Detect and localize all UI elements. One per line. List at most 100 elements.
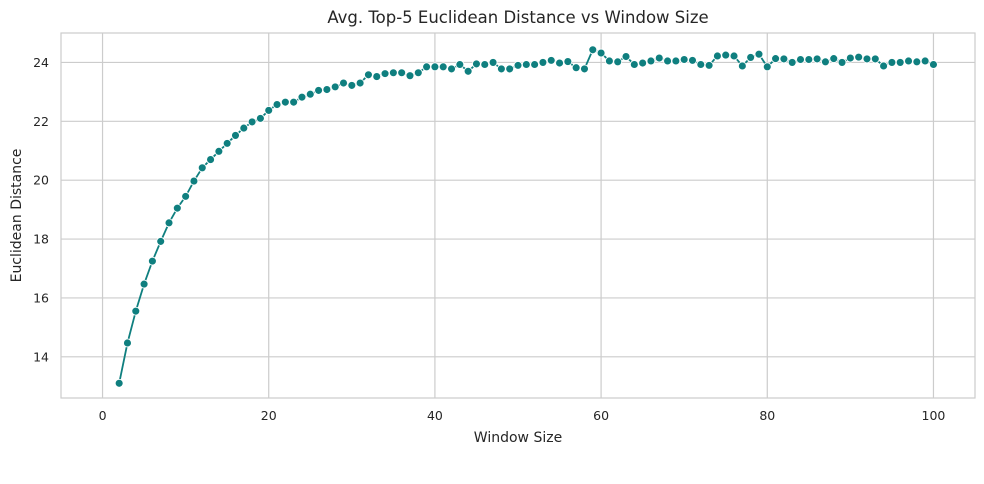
data-point: [555, 58, 564, 68]
data-point: [463, 66, 473, 76]
data-point: [563, 57, 573, 67]
y-tick-label: 18: [33, 232, 49, 247]
data-point: [114, 378, 124, 388]
data-point: [879, 61, 889, 71]
data-point: [505, 64, 515, 74]
data-point: [629, 60, 639, 69]
data-point: [870, 54, 880, 64]
data-point: [671, 56, 681, 66]
data-point: [156, 236, 166, 246]
data-point: [737, 61, 747, 71]
data-point: [247, 117, 257, 127]
data-point: [297, 92, 307, 102]
grid-lines: [61, 33, 975, 398]
x-tick-label: 100: [922, 408, 946, 423]
data-point: [762, 62, 772, 72]
data-point: [779, 54, 789, 64]
data-point: [580, 64, 589, 74]
data-point: [513, 60, 523, 70]
data-point: [206, 155, 216, 165]
data-point: [322, 85, 332, 94]
data-point: [845, 53, 855, 63]
data-point: [181, 191, 191, 201]
series-line: [118, 48, 934, 384]
data-point: [255, 113, 265, 123]
data-point: [912, 57, 922, 67]
data-point: [771, 54, 781, 64]
data-point: [613, 57, 623, 67]
data-point: [496, 64, 506, 74]
data-point: [131, 306, 141, 316]
data-point: [380, 69, 390, 79]
data-point: [147, 256, 157, 266]
y-tick-label: 24: [33, 55, 49, 70]
data-point: [264, 105, 274, 115]
y-tick-label: 14: [33, 349, 49, 364]
chart-title: Avg. Top-5 Euclidean Distance vs Window …: [327, 8, 708, 27]
data-point: [812, 54, 822, 64]
data-point: [663, 56, 673, 66]
data-point: [139, 279, 149, 289]
data-point: [712, 51, 722, 61]
data-point: [197, 163, 207, 173]
data-point: [239, 123, 249, 133]
data-point: [222, 138, 232, 148]
data-point: [546, 55, 556, 65]
y-tick-label: 16: [33, 290, 49, 305]
data-point: [272, 100, 282, 109]
data-point: [488, 57, 498, 67]
y-tick-label: 22: [33, 114, 49, 129]
data-point: [837, 57, 847, 67]
x-tick-label: 40: [427, 408, 443, 423]
data-point: [363, 70, 373, 80]
data-point: [172, 203, 182, 213]
data-point: [654, 53, 664, 63]
data-point: [455, 60, 465, 69]
data-point: [530, 60, 540, 69]
data-point: [405, 71, 415, 81]
data-point: [347, 80, 357, 90]
data-point: [571, 63, 581, 73]
data-point: [305, 89, 315, 99]
y-tick-label: 20: [33, 173, 49, 188]
data-point: [355, 78, 365, 88]
x-tick-label: 60: [593, 408, 609, 423]
data-point: [688, 55, 697, 65]
data-point: [231, 130, 240, 140]
data-point: [787, 57, 797, 67]
data-point: [538, 57, 548, 67]
data-point: [920, 56, 930, 66]
data-point: [430, 62, 440, 72]
data-point: [721, 50, 731, 60]
data-point: [796, 55, 805, 64]
data-point: [638, 58, 648, 68]
data-point: [123, 338, 132, 348]
data-point: [604, 56, 614, 66]
data-point: [314, 85, 324, 95]
data-point: [596, 48, 606, 58]
data-point: [754, 49, 764, 59]
data-point: [339, 78, 348, 88]
x-tick-label: 0: [99, 408, 107, 423]
data-point: [447, 64, 456, 74]
x-tick-label: 20: [261, 408, 277, 423]
data-point: [704, 60, 714, 70]
data-point: [854, 52, 864, 62]
data-point: [887, 57, 897, 67]
data-point: [696, 60, 706, 69]
data-point: [422, 62, 432, 72]
data-point: [472, 59, 481, 69]
x-axis-label: Window Size: [474, 430, 562, 446]
series-layer: [114, 45, 938, 388]
data-point: [588, 45, 598, 55]
data-point: [904, 56, 913, 66]
data-point: [746, 52, 756, 62]
y-axis-label: Euclidean Distance: [9, 149, 25, 283]
data-point: [280, 97, 290, 107]
data-point: [480, 60, 490, 69]
data-point: [189, 176, 199, 186]
data-point: [829, 54, 839, 64]
data-point: [397, 68, 407, 78]
data-point: [820, 57, 830, 67]
